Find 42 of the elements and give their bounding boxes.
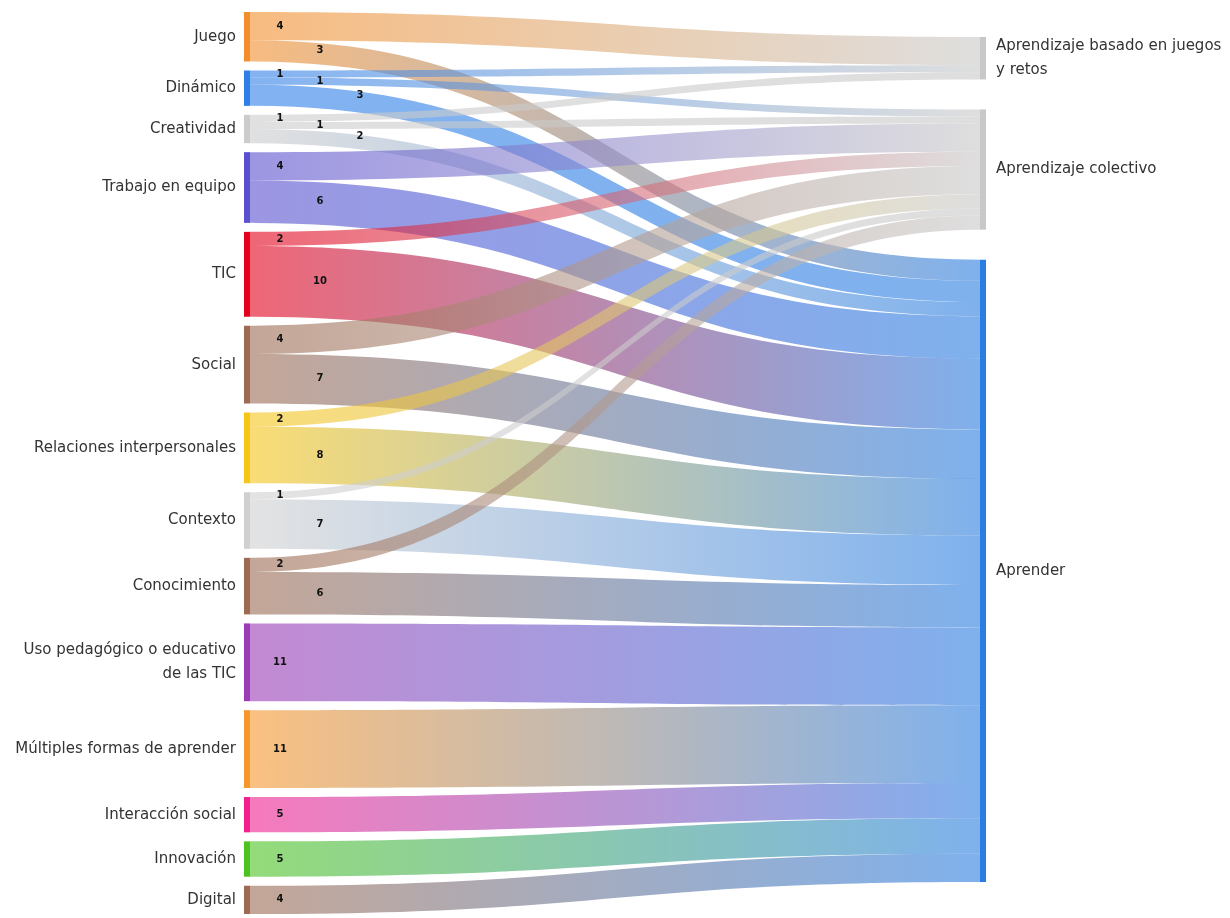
category-label: Social — [191, 354, 236, 373]
category-label: Dinámico — [165, 78, 236, 97]
data-label: 1 — [276, 111, 284, 123]
data-label: 4 — [276, 19, 284, 31]
data-label: 2 — [356, 129, 364, 141]
data-label: 5 — [276, 808, 284, 820]
data-label: 10 — [313, 274, 327, 286]
category-label: Múltiples formas de aprender — [15, 738, 237, 757]
data-label: 2 — [276, 232, 284, 244]
data-label: 6 — [316, 586, 324, 598]
data-label: 4 — [276, 893, 284, 905]
category-label: Relaciones interpersonales — [33, 437, 237, 456]
category-label: Contexto — [168, 510, 236, 529]
category-label: Uso pedagógico o educativo de las TIC — [23, 640, 236, 683]
data-label: 4 — [276, 333, 284, 345]
data-label: 1 — [276, 67, 284, 79]
data-label: 2 — [276, 413, 284, 425]
category-label: Innovación — [154, 848, 236, 867]
data-label: 6 — [316, 195, 324, 207]
category-label: TIC — [210, 264, 236, 283]
data-label: 1 — [276, 489, 284, 501]
category-label: Digital — [187, 889, 236, 908]
data-label: 8 — [316, 448, 324, 460]
category-label: Trabajo en equipo — [101, 177, 236, 196]
data-label: 1 — [316, 74, 324, 86]
category-label: Conocimiento — [132, 576, 236, 595]
category-label: Creatividad — [149, 118, 236, 137]
data-label: 4 — [276, 159, 284, 171]
series-label: Aprender — [996, 560, 1067, 579]
series-label: Aprendizaje colectivo — [996, 159, 1157, 178]
data-label: 11 — [273, 742, 287, 754]
series-label: Aprendizaje basado en juegos y retos — [996, 36, 1222, 79]
data-label: 2 — [276, 558, 284, 570]
data-label: 3 — [356, 88, 364, 100]
data-label: 1 — [316, 119, 324, 131]
data-label: 7 — [316, 372, 324, 384]
data-label: 7 — [316, 517, 324, 529]
data-label: 5 — [276, 852, 284, 864]
data-label: 3 — [316, 44, 324, 56]
category-label: Interacción social — [104, 804, 236, 823]
data-label: 11 — [273, 655, 287, 667]
category-label: Juego — [193, 26, 236, 45]
